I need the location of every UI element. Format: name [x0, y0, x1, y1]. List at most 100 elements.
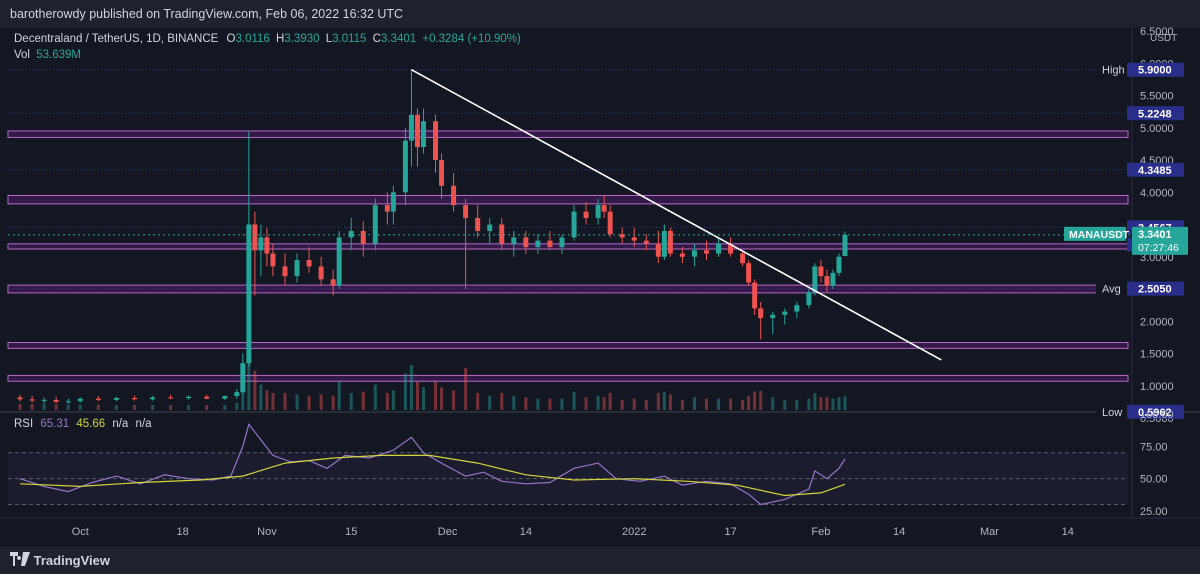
volume-bar: [837, 397, 841, 410]
candle-body: [53, 399, 59, 402]
candle-body: [348, 230, 354, 238]
volume-bar: [434, 381, 438, 410]
badge-box: [1127, 281, 1184, 296]
rsi-value: 65.31: [40, 418, 70, 430]
rsi-na-2: n/a: [135, 418, 152, 430]
open-label: O: [226, 33, 236, 45]
volume-bar: [488, 395, 492, 410]
candle-body: [264, 237, 270, 254]
time-tick-label: Feb: [811, 526, 830, 538]
volume-bar: [795, 400, 799, 410]
candle-body: [595, 205, 601, 219]
volume-bar: [205, 405, 209, 410]
volume-bar: [241, 389, 245, 410]
candle-body: [439, 160, 445, 186]
footer-bar: TradingView: [0, 547, 1200, 574]
candle-body: [372, 205, 378, 244]
volume-bar: [741, 400, 745, 410]
publisher-text: barotherowdy published on TradingView.co…: [10, 7, 404, 21]
candle-body: [414, 114, 420, 148]
high-value: 3.3930: [284, 33, 320, 45]
candle-body: [463, 205, 469, 219]
publisher-bar: barotherowdy published on TradingView.co…: [0, 0, 1200, 28]
badge-box: [1127, 162, 1184, 177]
volume-bar: [464, 367, 468, 410]
candle-body: [487, 224, 493, 231]
volume-bar: [114, 405, 118, 410]
volume-bar: [391, 390, 395, 410]
volume-bar: [512, 395, 516, 410]
volume-bar: [662, 391, 666, 410]
volume-bar: [349, 393, 353, 410]
volume-bar: [415, 381, 419, 410]
candle-body: [716, 243, 722, 254]
volume-bar: [253, 370, 257, 410]
symbol-title: Decentraland / TetherUS, 1D, BINANCE: [14, 33, 219, 45]
volume-bar: [596, 395, 600, 410]
badge-label: Avg: [1102, 284, 1121, 296]
time-tick-label: Oct: [72, 526, 89, 538]
time-tick-label: Mar: [980, 526, 999, 538]
candle-body: [150, 397, 156, 400]
candle-body: [601, 205, 607, 212]
volume-bar: [247, 340, 251, 410]
price-tick-label: 1.0000: [1140, 381, 1174, 393]
candle-body: [499, 224, 505, 244]
rsi-legend: RSI 65.31 45.66 n/a n/a: [14, 418, 152, 430]
time-tick-label: 14: [893, 526, 905, 538]
open-value: 3.0116: [235, 33, 270, 45]
badge-label: High: [1102, 65, 1125, 77]
rsi-na-1: n/a: [112, 418, 129, 430]
volume-bar: [30, 404, 34, 410]
volume-bar: [771, 397, 775, 410]
volume-bar: [265, 390, 269, 410]
volume-bar: [717, 398, 721, 410]
volume-bar: [319, 394, 323, 410]
volume-bar: [813, 393, 817, 410]
price-tick-label: 1.5000: [1140, 349, 1174, 361]
volume-bar: [783, 400, 787, 410]
candle-body: [318, 266, 324, 280]
price-badge-high: High 5.9000: [1096, 62, 1184, 77]
candle-body: [830, 272, 836, 286]
volume-bar: [132, 404, 136, 410]
candle-body: [282, 266, 288, 277]
volume-label: Vol: [14, 49, 30, 61]
rsi-label: RSI: [14, 418, 34, 430]
close-value: 3.3401: [380, 33, 417, 45]
candle-body: [547, 240, 553, 248]
candle-body: [782, 311, 788, 315]
volume-bar: [283, 393, 287, 410]
badge-value: 2.5050: [1138, 284, 1172, 296]
candle-body: [29, 399, 35, 401]
volume-bar: [548, 398, 552, 410]
volume-bar: [440, 387, 444, 410]
volume-bar: [668, 394, 672, 410]
volume-bar: [42, 404, 46, 410]
candle-body: [667, 230, 673, 254]
candle-body: [433, 121, 439, 160]
candle-body: [511, 237, 517, 244]
candle-body: [240, 363, 246, 393]
volume-bar: [620, 400, 624, 410]
volume-bar: [96, 404, 100, 410]
volume-bar: [831, 398, 835, 410]
candle-body: [752, 282, 758, 309]
close-label: C: [372, 33, 381, 45]
badge-value: 5.2248: [1138, 108, 1172, 120]
candle-body: [583, 211, 589, 219]
volume-bar: [500, 393, 504, 410]
current-price-value: 3.3401: [1138, 229, 1172, 241]
candle-body: [234, 392, 240, 397]
time-tick-label: Nov: [257, 526, 277, 538]
candle-body: [806, 292, 812, 306]
candle-body: [794, 305, 800, 312]
volume-bar: [295, 394, 299, 410]
candle-body: [619, 234, 625, 238]
sr-zone: [7, 342, 1129, 349]
candle-body: [420, 121, 426, 148]
candle-body: [113, 398, 119, 400]
volume-bar: [235, 402, 239, 410]
tradingview-logo[interactable]: TradingView: [10, 552, 110, 569]
